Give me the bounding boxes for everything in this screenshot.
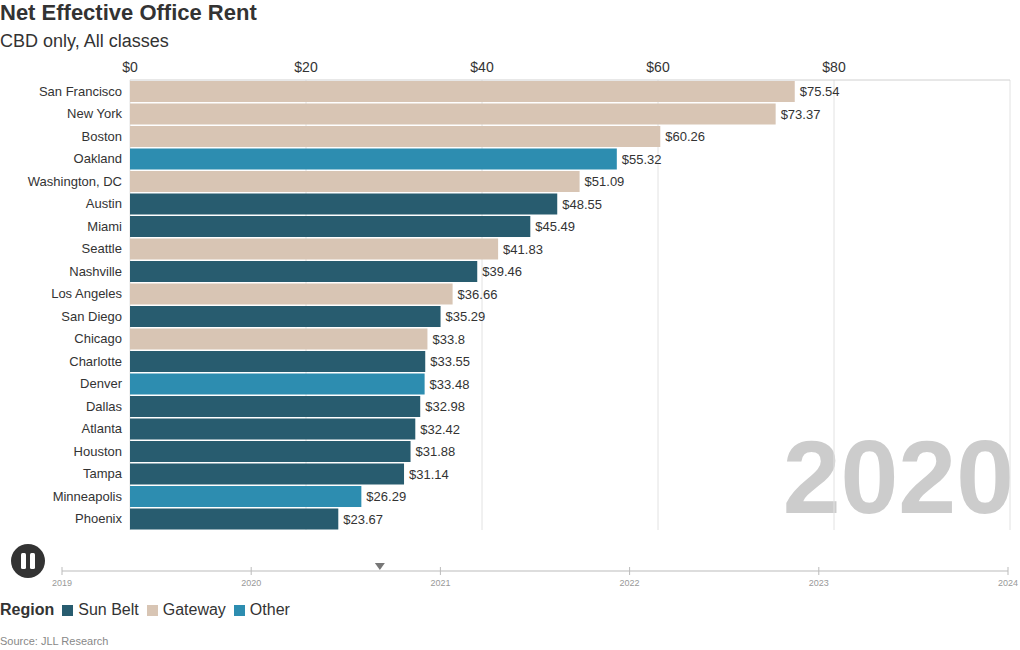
svg-text:$80: $80	[822, 59, 846, 75]
svg-text:Washington, DC: Washington, DC	[28, 174, 122, 189]
svg-text:Nashville: Nashville	[69, 264, 122, 279]
svg-text:$32.98: $32.98	[425, 399, 465, 414]
svg-text:$41.83: $41.83	[503, 242, 543, 257]
svg-text:$33.8: $33.8	[432, 332, 465, 347]
svg-text:$48.55: $48.55	[562, 197, 602, 212]
svg-text:2021: 2021	[430, 578, 450, 588]
html-text:Region: Region	[0, 601, 55, 618]
svg-text:Miami: Miami	[87, 219, 122, 234]
svg-text:$60.26: $60.26	[665, 129, 705, 144]
html-text:CBD only, All classes: CBD only, All classes	[0, 31, 169, 51]
svg-text:2022: 2022	[620, 578, 640, 588]
svg-text:2024: 2024	[998, 578, 1012, 588]
svg-text:Tampa: Tampa	[83, 466, 123, 481]
svg-text:$35.29: $35.29	[446, 309, 486, 324]
svg-text:San Francisco: San Francisco	[39, 84, 122, 99]
svg-text:$36.66: $36.66	[458, 287, 498, 302]
svg-text:Phoenix: Phoenix	[75, 511, 122, 526]
svg-text:$26.29: $26.29	[366, 489, 406, 504]
svg-text:Houston: Houston	[74, 444, 122, 459]
svg-text:$31.88: $31.88	[416, 444, 456, 459]
svg-text:$75.54: $75.54	[800, 84, 840, 99]
svg-text:$39.46: $39.46	[482, 264, 522, 279]
svg-text:Austin: Austin	[86, 196, 122, 211]
svg-text:$51.09: $51.09	[585, 174, 625, 189]
svg-text:Chicago: Chicago	[74, 331, 122, 346]
svg-text:Atlanta: Atlanta	[82, 421, 123, 436]
svg-text:Minneapolis: Minneapolis	[53, 489, 123, 504]
html-text:Net Effective Office Rent: Net Effective Office Rent	[0, 0, 257, 25]
svg-text:$20: $20	[294, 59, 318, 75]
html-text:2020: 2020	[782, 419, 1014, 535]
svg-text:Los Angeles: Los Angeles	[51, 286, 122, 301]
html-text:Gateway: Gateway	[162, 601, 226, 618]
svg-text:$60: $60	[646, 59, 670, 75]
svg-text:Dallas: Dallas	[86, 399, 123, 414]
svg-text:Charlotte: Charlotte	[69, 354, 122, 369]
svg-text:$23.67: $23.67	[343, 512, 383, 527]
svg-text:Denver: Denver	[80, 376, 123, 391]
svg-text:Boston: Boston	[82, 129, 122, 144]
svg-text:San Diego: San Diego	[61, 309, 122, 324]
svg-text:$33.55: $33.55	[430, 354, 470, 369]
svg-text:New York: New York	[67, 106, 122, 121]
svg-text:$55.32: $55.32	[622, 152, 662, 167]
svg-text:$45.49: $45.49	[535, 219, 575, 234]
svg-text:2020: 2020	[241, 578, 261, 588]
svg-text:$31.14: $31.14	[409, 467, 449, 482]
svg-text:$40: $40	[470, 59, 494, 75]
svg-text:2023: 2023	[809, 578, 829, 588]
svg-text:Seattle: Seattle	[82, 241, 122, 256]
svg-text:Oakland: Oakland	[74, 151, 122, 166]
html-text:Source: JLL Research: Source: JLL Research	[0, 635, 109, 647]
svg-text:$0: $0	[122, 59, 138, 75]
svg-text:$32.42: $32.42	[420, 422, 460, 437]
svg-text:$73.37: $73.37	[781, 107, 821, 122]
html-text:Other: Other	[249, 601, 290, 618]
svg-text:2019: 2019	[52, 578, 72, 588]
svg-text:$33.48: $33.48	[430, 377, 470, 392]
html-text:Sun Belt: Sun Belt	[78, 601, 139, 618]
